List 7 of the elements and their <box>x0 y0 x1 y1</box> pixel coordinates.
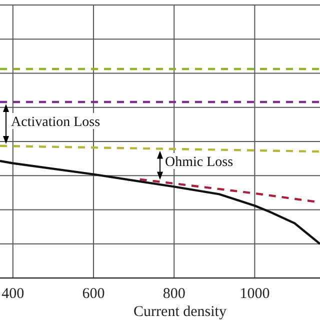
x-tick-label: 1000 <box>240 286 270 302</box>
annotation: Ohmic Loss <box>165 155 234 170</box>
x-tick-label: 800 <box>162 286 186 302</box>
x-tick-label: 600 <box>82 286 105 302</box>
annotation: Activation Loss <box>11 115 100 130</box>
x-tick-label: 400 <box>2 286 24 302</box>
x-axis-title: Current density <box>134 304 227 320</box>
